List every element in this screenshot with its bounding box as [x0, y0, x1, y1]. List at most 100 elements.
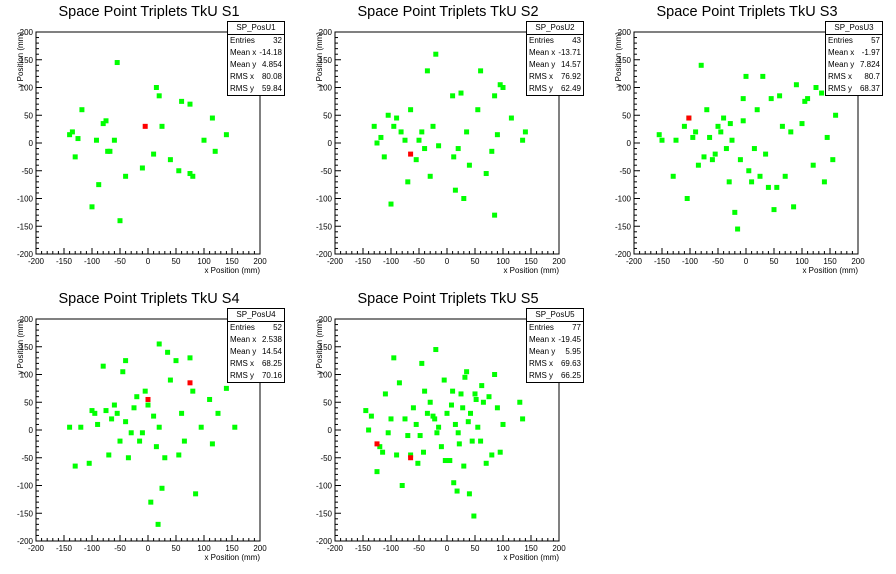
- x-tick-label: -150: [654, 257, 671, 266]
- y-tick-label: 100: [20, 371, 34, 380]
- x-tick-label: 50: [172, 257, 181, 266]
- data-point: [89, 204, 95, 210]
- stats-key: Mean x: [529, 335, 556, 344]
- x-tick-label: -100: [383, 257, 400, 266]
- stats-value: 77: [572, 323, 581, 332]
- data-point: [494, 132, 500, 138]
- x-tick-label: -50: [712, 257, 724, 266]
- data-point: [151, 151, 157, 157]
- scatter-plot-s3: -200 -150 -100 -50 0 50 100 150 200 -200 -150 -100 -…: [614, 28, 865, 275]
- y-tick-label: 200: [20, 315, 34, 324]
- data-point: [193, 491, 199, 497]
- data-point: [114, 60, 120, 66]
- data-point: [754, 107, 760, 113]
- data-point: [114, 410, 120, 416]
- data-point: [120, 369, 126, 375]
- stats-box: SP_PosU2 Entries 43 Mean x -13.71 Mean y 14.57…: [526, 21, 584, 96]
- stats-row: Mean x -13.71: [527, 47, 583, 59]
- data-point: [405, 179, 411, 185]
- data-point: [456, 441, 462, 447]
- data-point: [75, 136, 81, 142]
- data-points: [656, 62, 839, 232]
- stats-row: RMS x 76.92: [527, 71, 583, 83]
- stats-value: 68.25: [261, 359, 282, 368]
- x-tick-label: 50: [471, 257, 480, 266]
- stats-row: RMS x 69.63: [527, 358, 583, 370]
- data-point: [159, 485, 165, 491]
- x-tick-label: 200: [552, 544, 566, 553]
- y-tick-label: 150: [20, 56, 34, 65]
- stats-key: RMS x: [529, 359, 553, 368]
- data-point: [139, 165, 145, 171]
- data-point: [436, 424, 442, 430]
- data-point: [420, 449, 426, 455]
- data-points: [371, 51, 528, 218]
- data-point: [106, 452, 112, 458]
- y-tick-label: 150: [319, 343, 333, 352]
- stats-key: RMS y: [230, 84, 254, 93]
- y-tick-label: -200: [316, 250, 333, 259]
- data-point: [659, 137, 665, 143]
- x-axis-label: x Position (mm): [802, 266, 858, 275]
- data-point: [181, 438, 187, 444]
- data-point: [432, 416, 438, 422]
- x-tick-label: -100: [84, 257, 101, 266]
- data-point: [100, 363, 106, 369]
- data-point: [465, 419, 471, 425]
- data-points: [67, 341, 238, 527]
- data-point: [165, 349, 171, 355]
- x-tick-label: -150: [56, 257, 73, 266]
- data-point: [207, 396, 213, 402]
- y-tick-label: 0: [627, 139, 632, 148]
- data-point: [142, 388, 148, 394]
- data-point: [69, 129, 75, 135]
- data-point: [492, 372, 498, 377]
- data-point: [448, 402, 454, 408]
- stats-key: RMS y: [529, 84, 553, 93]
- x-tick-label: 100: [496, 257, 510, 266]
- scatter-plot-s4: -200 -150 -100 -50 0 50 100 150 200 -200 -150 -100 -…: [16, 315, 267, 562]
- stats-row: Entries 57: [826, 35, 882, 47]
- data-point: [396, 380, 402, 386]
- data-point: [673, 137, 679, 143]
- data-point: [100, 121, 106, 127]
- stats-key: RMS x: [828, 72, 852, 81]
- data-point: [473, 396, 479, 402]
- data-point: [419, 360, 425, 366]
- data-point: [86, 460, 92, 466]
- data-point: [805, 96, 811, 102]
- data-point: [475, 107, 481, 113]
- data-point: [198, 424, 204, 430]
- data-point: [371, 123, 377, 129]
- data-point: [721, 115, 727, 121]
- data-point: [704, 107, 710, 113]
- y-tick-label: 150: [20, 343, 34, 352]
- y-tick-label: 150: [319, 56, 333, 65]
- stats-name: SP_PosU3: [826, 22, 882, 35]
- axes: -200 -150 -100 -50 0 50 100 150 200 -200 -150 -100 -…: [315, 28, 566, 275]
- data-point: [517, 399, 523, 405]
- data-points: [67, 60, 229, 224]
- data-point: [715, 123, 721, 129]
- data-point: [464, 129, 470, 135]
- stats-key: Mean y: [529, 60, 556, 69]
- data-point: [466, 491, 472, 497]
- data-point: [382, 391, 388, 397]
- x-tick-label: 150: [823, 257, 837, 266]
- data-point: [444, 410, 450, 416]
- data-point: [179, 410, 185, 416]
- data-point: [763, 151, 769, 157]
- data-point: [508, 115, 514, 121]
- data-point: [690, 134, 696, 140]
- y-tick-label: -100: [17, 195, 34, 204]
- data-point: [103, 118, 109, 124]
- y-axis-label: y Position (mm): [315, 319, 324, 375]
- data-point: [72, 463, 78, 469]
- x-tick-label: 150: [524, 257, 538, 266]
- data-point: [117, 218, 123, 224]
- data-point: [415, 460, 421, 466]
- y-tick-label: 200: [319, 315, 333, 324]
- stats-row: RMS y 62.49: [527, 83, 583, 95]
- data-point: [461, 463, 467, 469]
- data-point: [461, 196, 467, 201]
